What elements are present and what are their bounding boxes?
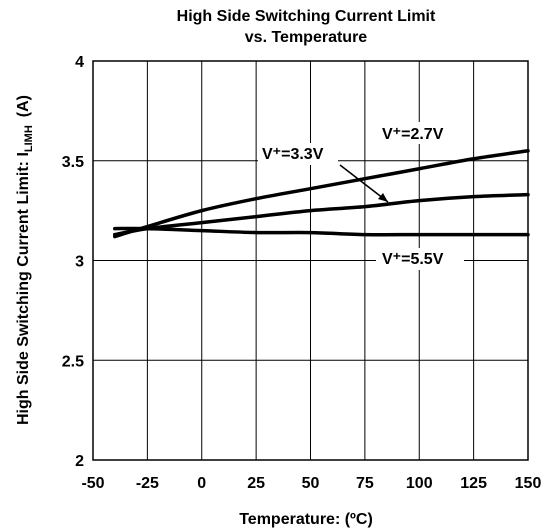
- series-lines: [113, 149, 530, 239]
- y-tick-label: 3: [75, 254, 84, 271]
- x-tick-label: -50: [81, 475, 104, 492]
- leader-3-3v: [339, 164, 389, 203]
- y-axis-label: High Side Switching Current Limit: ILIMH…: [15, 95, 35, 425]
- x-tick-label: 25: [247, 475, 265, 492]
- y-axis-label-unit: (A): [15, 95, 32, 117]
- y-axis-label-sub: LIMH: [23, 125, 35, 152]
- label-v-3-3: V⁺=3.3V: [262, 146, 324, 163]
- plot-frame: [92, 60, 529, 461]
- x-tick-label: 75: [356, 475, 374, 492]
- chart-title-line2: vs. Temperature: [245, 29, 368, 46]
- x-tick-label: -25: [136, 475, 159, 492]
- series-line-5-5v: [113, 226, 530, 237]
- label-5-5v-bg: [376, 248, 464, 270]
- chart-title-line1: High Side Switching Current Limit: [177, 8, 436, 25]
- x-axis-label: Temperature: (ºC): [239, 511, 373, 528]
- label-3-3v-bg: [258, 143, 338, 165]
- x-tick-label: 100: [406, 475, 433, 492]
- series-line-2-7v: [113, 149, 530, 239]
- y-tick-labels: 2 2.5 3 3.5 4: [62, 54, 84, 470]
- x-tick-label: 125: [460, 475, 487, 492]
- series-line-3-3v: [113, 192, 530, 237]
- leader-3-3v-arrowhead: [378, 193, 388, 202]
- label-v-5-5: V⁺=5.5V: [382, 251, 444, 268]
- y-tick-label: 2: [75, 453, 84, 470]
- label-v-2-7: V⁺=2.7V: [382, 126, 444, 143]
- label-2-7v-bg: [378, 122, 456, 144]
- x-tick-labels: -50 -25 0 25 50 75 100 125 150: [81, 475, 541, 492]
- y-tick-label: 3.5: [62, 154, 84, 171]
- x-tick-label: 0: [197, 475, 206, 492]
- x-tick-label: 150: [515, 475, 542, 492]
- y-axis-label-main: High Side Switching Current Limit: I: [15, 152, 32, 425]
- y-tick-label: 4: [75, 54, 84, 71]
- x-tick-label: 50: [302, 475, 320, 492]
- y-tick-label: 2.5: [62, 353, 84, 370]
